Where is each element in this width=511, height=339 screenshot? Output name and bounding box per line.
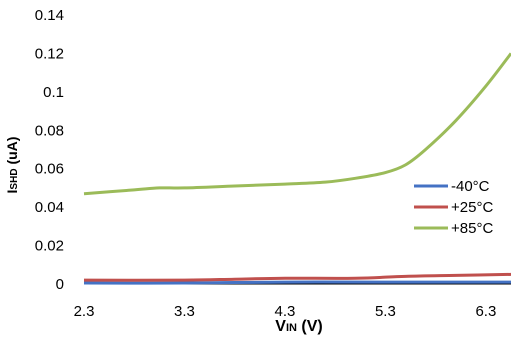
y-tick-labels: 0 0.02 0.04 0.06 0.08 0.1 0.12 0.14 xyxy=(35,7,64,293)
series-lines xyxy=(83,52,511,285)
y-tick-label: 0.12 xyxy=(35,45,64,62)
y-tick-label: 0.02 xyxy=(35,238,64,255)
x-axis-title-main: V xyxy=(275,318,286,335)
x-tick-label: 4.3 xyxy=(275,303,296,320)
y-axis-title-main: I xyxy=(4,190,20,194)
x-tick-label: 6.3 xyxy=(475,303,496,320)
y-tick-label: 0.1 xyxy=(43,84,64,101)
y-axis-title-unit: (uA) xyxy=(4,137,20,169)
y-axis-title: ISHD (uA) xyxy=(4,137,20,194)
series-line-2 xyxy=(83,52,511,196)
x-axis-title-sub: IN xyxy=(286,322,297,334)
legend: -40°C +25°C +85°C xyxy=(414,178,493,237)
y-tick-label: 0.04 xyxy=(35,199,64,216)
x-axis-title: VIN (V) xyxy=(275,318,322,335)
y-tick-label: 0.14 xyxy=(35,7,64,24)
y-tick-label: 0 xyxy=(56,276,64,293)
y-tick-label: 0.06 xyxy=(35,161,64,178)
legend-label: +85°C xyxy=(451,220,493,237)
y-tick-label: 0.08 xyxy=(35,122,64,139)
y-axis-title-sub: SHD xyxy=(9,168,20,189)
x-tick-label: 3.3 xyxy=(174,303,195,320)
x-axis-title-unit: (V) xyxy=(297,318,323,335)
series-line-0 xyxy=(83,280,511,285)
series-line-1 xyxy=(83,272,511,282)
x-tick-label: 5.3 xyxy=(375,303,396,320)
legend-label: +25°C xyxy=(451,199,493,216)
x-tick-labels: 2.3 3.3 4.3 5.3 6.3 xyxy=(74,303,497,320)
x-tick-label: 2.3 xyxy=(74,303,95,320)
legend-label: -40°C xyxy=(451,178,490,195)
